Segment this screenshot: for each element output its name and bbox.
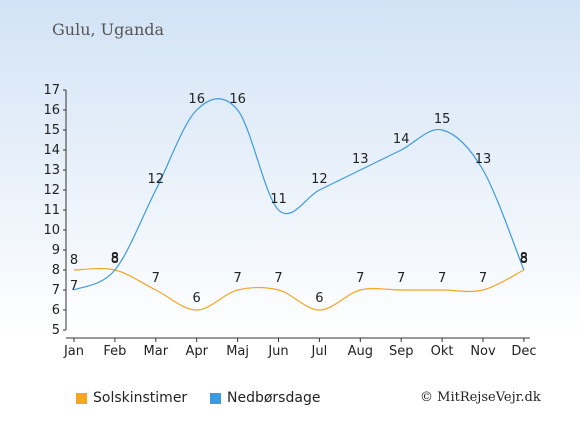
data-label-sun: 7 [356, 271, 364, 286]
legend-swatch-rain [210, 392, 221, 404]
y-tick-label: 10 [43, 223, 60, 238]
x-tick-label: Sep [389, 344, 414, 359]
data-label-sun: 7 [152, 271, 160, 286]
x-tick-label: Dec [511, 344, 536, 359]
data-label-rain: 16 [229, 92, 246, 107]
x-tick-label: Okt [431, 344, 454, 359]
data-label-rain: 12 [311, 172, 328, 187]
y-tick-label: 6 [52, 303, 60, 318]
y-tick-label: 9 [52, 243, 60, 258]
series-line-sun [73, 267, 525, 311]
data-label-sun: 7 [397, 271, 405, 286]
x-tick-label: Apr [185, 344, 208, 359]
x-tick-label: Jun [267, 344, 288, 359]
y-tick-label: 7 [52, 283, 60, 298]
data-label-sun: 7 [438, 271, 446, 286]
y-tick-label: 8 [52, 263, 60, 278]
data-label-sun: 8 [520, 251, 528, 266]
y-tick-label: 16 [43, 103, 60, 118]
x-tick-label: Maj [226, 344, 249, 359]
data-label-rain: 14 [393, 132, 410, 147]
x-tick-label: Jan [63, 344, 84, 359]
x-tick-label: Jul [311, 344, 328, 359]
y-tick-label: 14 [43, 143, 60, 158]
data-label-rain: 15 [434, 112, 451, 127]
data-label-sun: 7 [479, 271, 487, 286]
data-label-sun: 6 [315, 291, 323, 306]
y-tick-label: 13 [43, 163, 60, 178]
series-line-rain [73, 98, 525, 291]
x-tick-label: Feb [103, 344, 126, 359]
x-tick-label: Aug [348, 344, 373, 359]
data-label-rain: 16 [188, 92, 205, 107]
data-label-rain: 8 [70, 253, 78, 268]
data-label-sun: 7 [70, 279, 78, 294]
data-label-rain: 12 [148, 172, 165, 187]
data-label-sun: 6 [193, 291, 201, 306]
y-tick-label: 12 [43, 183, 60, 198]
y-tick-label: 11 [43, 203, 60, 218]
data-label-rain: 8 [520, 252, 528, 267]
legend-item-rain: Nedbørsdage [210, 390, 320, 406]
legend-label-sun: Solskinstimer [93, 390, 188, 406]
data-label-rain: 8 [111, 252, 119, 267]
y-tick-label: 15 [43, 123, 60, 138]
data-label-rain: 13 [352, 152, 369, 167]
credit-text: © MitRejseVejr.dk [420, 390, 541, 405]
data-label-rain: 13 [475, 152, 492, 167]
x-tick-label: Nov [470, 344, 496, 359]
data-label-rain: 11 [270, 192, 287, 207]
legend-swatch-sun [76, 392, 87, 404]
legend-item-sun: Solskinstimer [76, 390, 187, 406]
data-label-sun: 8 [111, 251, 119, 266]
legend-label-rain: Nedbørsdage [227, 390, 321, 406]
data-label-sun: 7 [274, 271, 282, 286]
y-tick-label: 17 [43, 83, 60, 98]
data-label-sun: 7 [233, 271, 241, 286]
x-tick-label: Mar [144, 344, 169, 359]
chart-location: Gulu, Uganda [52, 20, 165, 39]
y-tick-label: 5 [52, 323, 60, 338]
